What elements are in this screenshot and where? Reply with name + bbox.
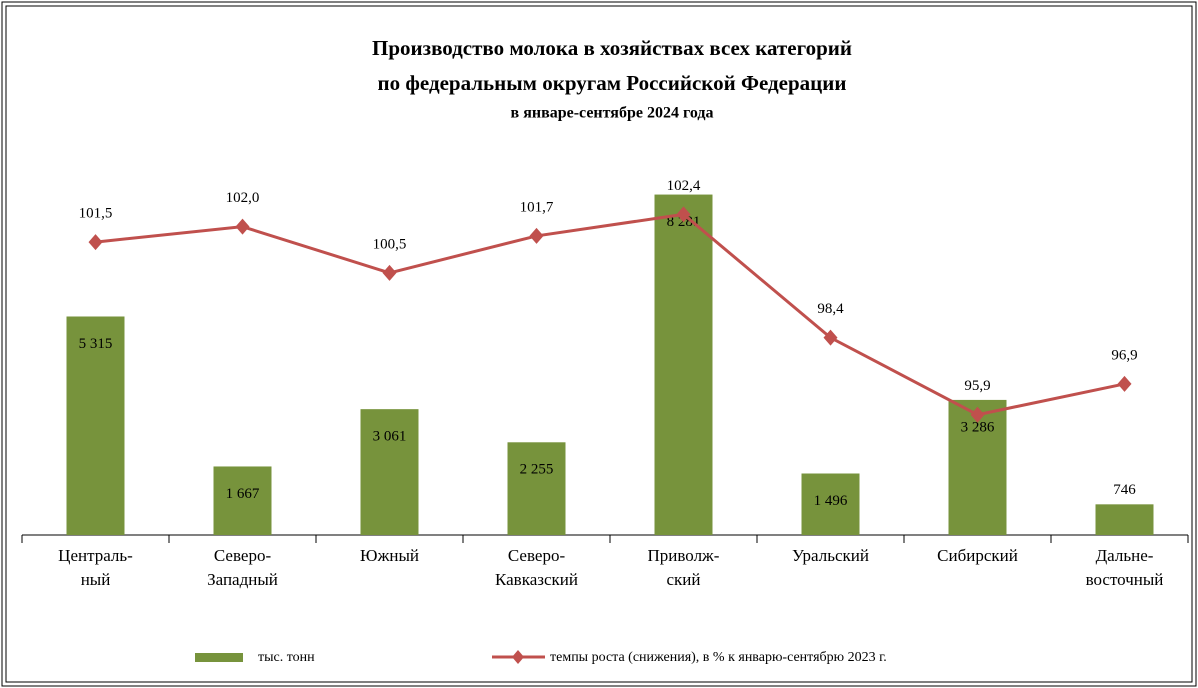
x-tick-label: ский bbox=[667, 570, 701, 589]
x-tick-label: Приволж- bbox=[648, 546, 720, 565]
bar-value-label: 3 061 bbox=[373, 429, 407, 445]
chart-subtitle: в январе-сентябре 2024 года bbox=[511, 105, 714, 122]
x-tick-label: восточный bbox=[1086, 570, 1164, 589]
bar-value-label: 2 255 bbox=[520, 462, 554, 478]
bar-value-label: 5 315 bbox=[79, 336, 113, 352]
frame-inner bbox=[5, 5, 1193, 683]
x-tick-label: Централь- bbox=[58, 546, 133, 565]
bar bbox=[1095, 504, 1154, 535]
line-marker bbox=[235, 218, 250, 235]
line-marker bbox=[1117, 375, 1132, 392]
x-tick-label: Кавказский bbox=[495, 570, 578, 589]
line-marker bbox=[823, 329, 838, 346]
legend-swatch bbox=[195, 653, 243, 662]
bar bbox=[66, 316, 125, 535]
line-value-label: 96,9 bbox=[1111, 347, 1137, 363]
line-value-label: 102,0 bbox=[226, 190, 260, 206]
line-marker bbox=[970, 406, 985, 423]
line-marker bbox=[88, 234, 103, 251]
legend-label: тыс. тонн bbox=[258, 650, 315, 665]
x-tick-label: Сибирский bbox=[937, 546, 1018, 565]
bar-value-label: 1 496 bbox=[814, 493, 848, 509]
line-value-label: 101,5 bbox=[79, 206, 113, 222]
bar bbox=[360, 409, 419, 535]
bar-value-label: 746 bbox=[1113, 482, 1136, 498]
line-value-label: 101,7 bbox=[520, 199, 554, 215]
chart-title: по федеральным округам Российской Федера… bbox=[378, 71, 847, 95]
x-tick-label: ный bbox=[81, 570, 111, 589]
line bbox=[95, 212, 1125, 417]
x-tick-label: Южный bbox=[360, 546, 419, 565]
chart-title: Производство молока в хозяйствах всех ка… bbox=[372, 36, 852, 60]
bar-value-label: 3 286 bbox=[961, 419, 995, 435]
line-marker bbox=[529, 227, 544, 244]
bar bbox=[654, 194, 713, 535]
bar bbox=[801, 473, 860, 535]
bar-value-label: 1 667 bbox=[226, 486, 260, 502]
bar bbox=[507, 442, 566, 535]
bar bbox=[213, 466, 272, 535]
line-marker bbox=[676, 206, 691, 223]
line-value-label: 102,4 bbox=[667, 178, 701, 194]
line-value-label: 100,5 bbox=[373, 236, 407, 252]
x-tick-label: Уральский bbox=[792, 546, 869, 565]
x-tick-label: Западный bbox=[207, 570, 278, 589]
line-value-label: 98,4 bbox=[817, 301, 844, 317]
x-tick-label: Дальне- bbox=[1096, 546, 1154, 565]
line-value-label: 95,9 bbox=[964, 378, 990, 394]
line-marker bbox=[382, 264, 397, 281]
x-tick-label: Северо- bbox=[508, 546, 566, 565]
legend-marker bbox=[512, 650, 524, 664]
legend-label: темпы роста (снижения), в % к январю-сен… bbox=[550, 650, 887, 665]
x-tick-label: Северо- bbox=[214, 546, 272, 565]
